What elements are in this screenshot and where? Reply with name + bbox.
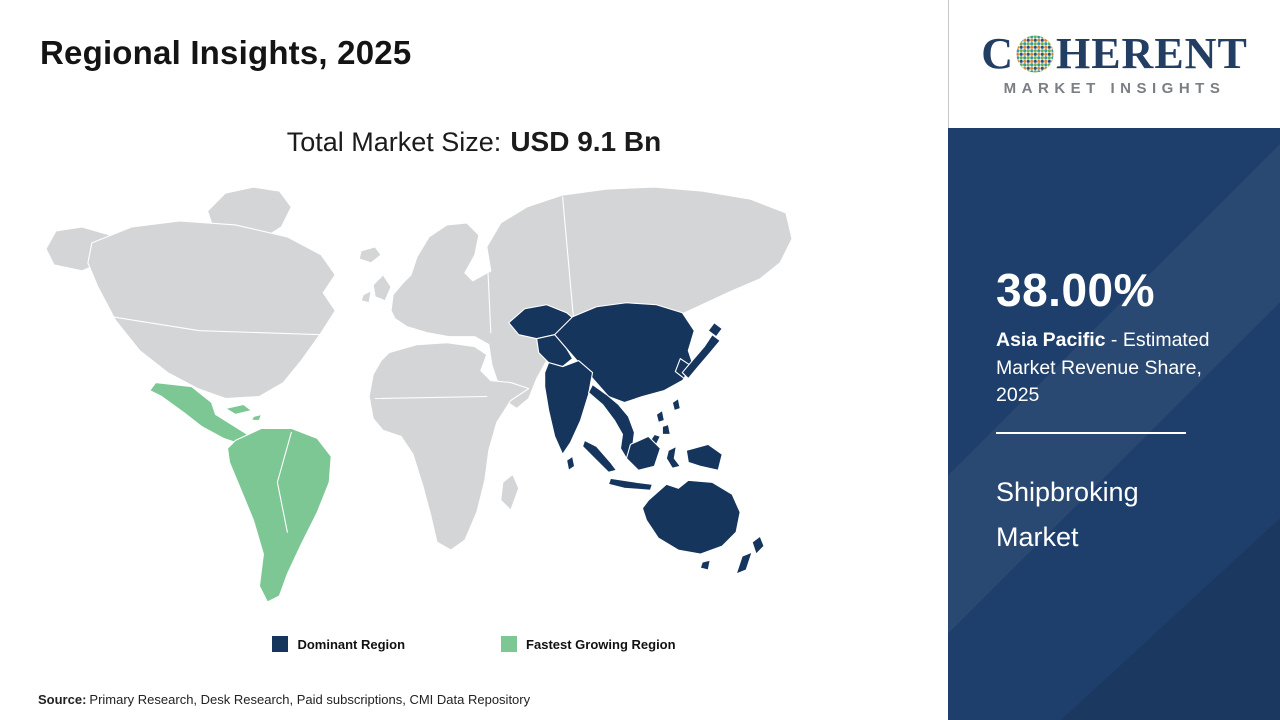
legend-label-fastest-growing: Fastest Growing Region (526, 636, 676, 652)
map-new-zealand (751, 535, 765, 555)
map-india (544, 360, 594, 455)
country-border-lines (111, 196, 576, 400)
map-africa (368, 342, 530, 551)
page-title: Regional Insights, 2025 (40, 34, 412, 71)
map-legend: Dominant Region Fastest Growing Region (0, 636, 948, 652)
legend-item-dominant: Dominant Region (272, 636, 405, 652)
map-java (607, 477, 653, 491)
world-map (45, 186, 793, 603)
brand-globe-icon (1016, 34, 1054, 73)
map-pakistan-afghanistan (536, 334, 574, 368)
stat-region: Asia Pacific (996, 329, 1106, 351)
legend-item-fastest-growing: Fastest Growing Region (501, 636, 676, 652)
main-content: Regional Insights, 2025 Total Market Siz… (0, 34, 948, 707)
map-eurasia (390, 186, 793, 410)
map-new-zealand (735, 551, 753, 575)
map-land-other-regions (45, 186, 793, 551)
stat-description-rest: - Estimated Market Revenue Share, 2025 (996, 329, 1210, 407)
market-size-subtitle: Total Market Size: USD 9.1 Bn (0, 126, 948, 158)
map-sumatra (582, 439, 618, 473)
map-united-kingdom (372, 274, 392, 302)
market-size-label: Total Market Size: (286, 127, 502, 157)
map-south-america (226, 427, 332, 603)
map-taiwan (671, 397, 681, 412)
map-region-dominant-asia-pacific (508, 302, 765, 575)
legend-swatch-dominant (272, 636, 289, 652)
brand-logo-box: C HERENT MARKET INSIGHTS (948, 0, 1280, 128)
map-iceland (358, 246, 382, 264)
map-new-guinea (685, 443, 723, 471)
map-hokkaido (707, 322, 723, 338)
map-north-america (87, 220, 336, 400)
stat-block: 38.00% Asia Pacific - Estimated Market R… (996, 263, 1248, 559)
market-size-value: USD 9.1 Bn (510, 126, 662, 157)
brand-word-end: HERENT (1055, 28, 1248, 78)
market-name: Shipbroking Market (996, 477, 1139, 552)
map-region-fastest-growing-latin-america (149, 381, 332, 603)
source-label: Source: (38, 692, 87, 707)
map-hispaniola (250, 413, 262, 421)
map-australia (641, 479, 741, 555)
legend-label-dominant: Dominant Region (297, 636, 406, 652)
stat-divider (996, 432, 1186, 435)
map-tasmania (699, 559, 711, 571)
source-note: Source: Primary Research, Desk Research, … (38, 692, 530, 707)
map-south-america-border (276, 431, 292, 533)
map-cuba (224, 403, 252, 416)
map-philippines (661, 423, 671, 435)
stat-value: 38.00% (996, 264, 1156, 316)
brand-tagline: MARKET INSIGHTS (1003, 79, 1226, 97)
brand-logo: C HERENT (981, 28, 1248, 78)
map-sulawesi (665, 445, 681, 469)
source-text: Primary Research, Desk Research, Paid su… (89, 692, 531, 707)
map-ireland (360, 290, 372, 304)
map-borneo (625, 435, 661, 471)
legend-swatch-fastest-growing (501, 636, 518, 652)
map-sri-lanka (566, 455, 576, 471)
map-madagascar (500, 473, 520, 511)
stat-description: Asia Pacific - Estimated Market Revenue … (996, 327, 1234, 410)
map-philippines (655, 409, 665, 423)
brand-word-start: C (981, 28, 1014, 78)
map-japan (681, 334, 721, 380)
